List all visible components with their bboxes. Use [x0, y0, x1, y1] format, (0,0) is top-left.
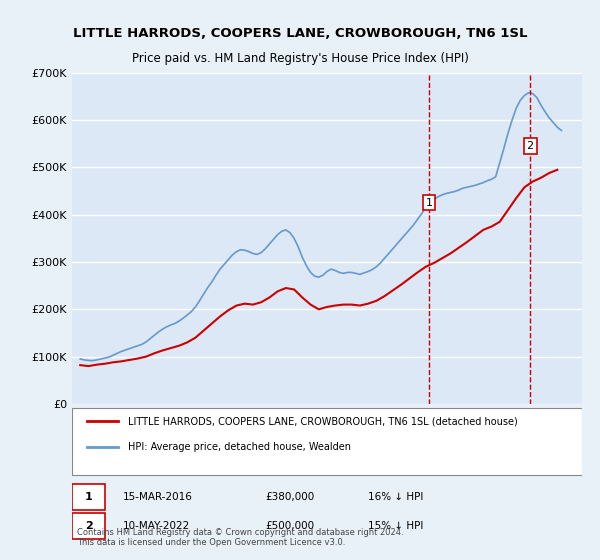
Text: HPI: Average price, detached house, Wealden: HPI: Average price, detached house, Weal…: [128, 442, 351, 452]
Text: 10-MAY-2022: 10-MAY-2022: [123, 521, 190, 531]
Text: £380,000: £380,000: [266, 492, 315, 502]
Text: 2: 2: [85, 521, 93, 531]
Text: LITTLE HARRODS, COOPERS LANE, CROWBOROUGH, TN6 1SL: LITTLE HARRODS, COOPERS LANE, CROWBOROUG…: [73, 27, 527, 40]
Text: 15% ↓ HPI: 15% ↓ HPI: [368, 521, 423, 531]
Text: 15-MAR-2016: 15-MAR-2016: [123, 492, 193, 502]
Text: 1: 1: [425, 198, 433, 208]
FancyBboxPatch shape: [72, 512, 105, 539]
Text: Price paid vs. HM Land Registry's House Price Index (HPI): Price paid vs. HM Land Registry's House …: [131, 52, 469, 66]
Text: 16% ↓ HPI: 16% ↓ HPI: [368, 492, 423, 502]
Text: 2: 2: [527, 141, 534, 151]
Text: £500,000: £500,000: [266, 521, 315, 531]
Text: 1: 1: [85, 492, 93, 502]
FancyBboxPatch shape: [72, 484, 105, 510]
Text: Contains HM Land Registry data © Crown copyright and database right 2024.
This d: Contains HM Land Registry data © Crown c…: [77, 528, 404, 547]
FancyBboxPatch shape: [72, 408, 582, 475]
Text: LITTLE HARRODS, COOPERS LANE, CROWBOROUGH, TN6 1SL (detached house): LITTLE HARRODS, COOPERS LANE, CROWBOROUG…: [128, 416, 518, 426]
